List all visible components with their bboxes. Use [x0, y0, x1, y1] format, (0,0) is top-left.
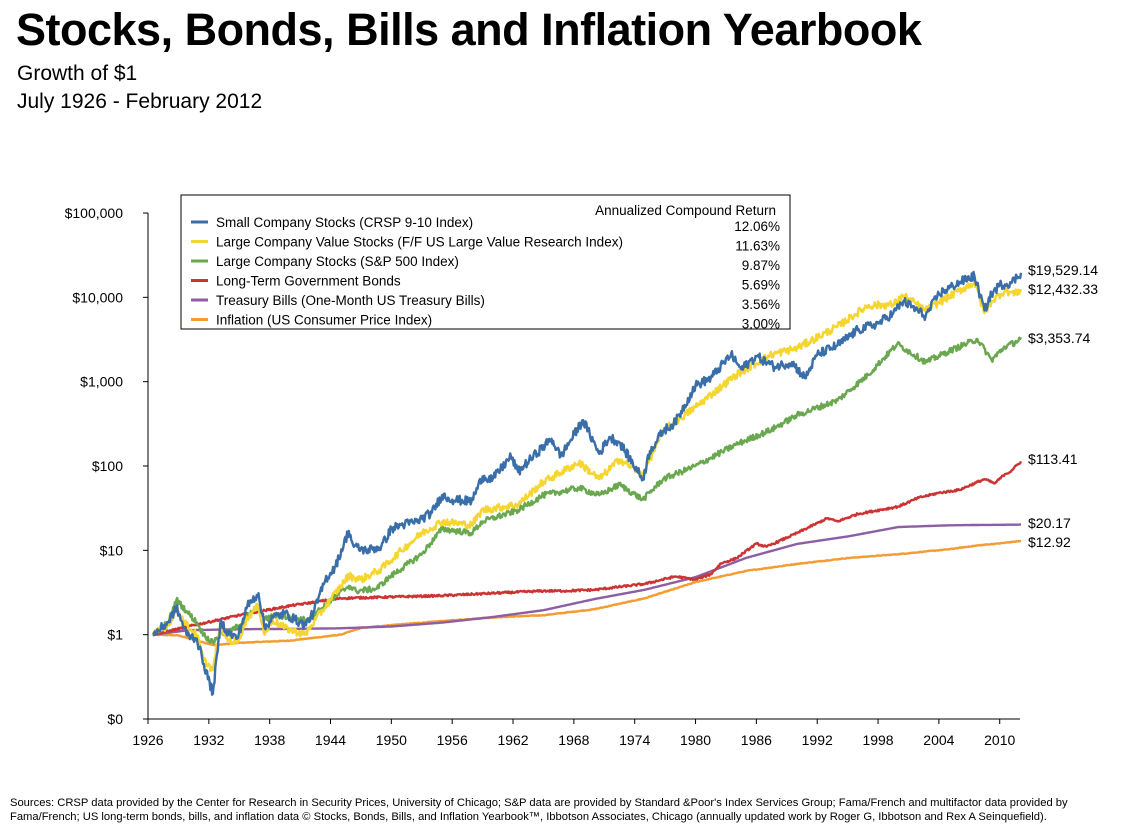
chart-axes: $0 $1 $10 $100 $1,000 $10,000 $100,000 1926 1932…: [65, 205, 1020, 748]
series-line-5: [152, 539, 1022, 647]
chart-end-labels: $19,529.14 $12,432.33 $3,353.74 $113.41 $20.…: [1028, 262, 1098, 550]
series-line-1: [151, 281, 1023, 673]
legend-return-value: 5.69%: [742, 278, 780, 293]
end-value-label: $12.92: [1028, 534, 1071, 550]
chart-subtitle: Growth of $1: [17, 62, 138, 85]
y-tick-label: $10,000: [72, 289, 123, 305]
legend-return-value: 11.63%: [735, 239, 780, 254]
legend-return-value: 9.87%: [742, 258, 780, 273]
y-tick-label: $10: [100, 542, 124, 558]
series-line-2: [152, 336, 1023, 645]
series-line-4: [152, 523, 1022, 636]
x-tick-label: 1998: [862, 732, 893, 748]
end-value-label: $12,432.33: [1028, 281, 1098, 297]
y-tick-label: $100,000: [65, 205, 124, 221]
x-tick-label: 2010: [984, 732, 1015, 748]
end-value-label: $19,529.14: [1028, 262, 1098, 278]
x-tick-label: 1926: [132, 732, 163, 748]
legend-return-value: 12.06%: [734, 219, 780, 234]
x-tick-label: 1944: [315, 732, 346, 748]
x-tick-label: 1950: [376, 732, 407, 748]
y-tick-label: $100: [92, 458, 123, 474]
series-line-0: [152, 270, 1023, 696]
end-value-label: $20.17: [1028, 515, 1071, 531]
end-value-label: $3,353.74: [1028, 330, 1090, 346]
x-tick-label: 1962: [497, 732, 528, 748]
end-value-label: $113.41: [1028, 451, 1078, 467]
growth-chart: $0 $1 $10 $100 $1,000 $10,000 $100,000 1926 1932…: [65, 194, 1098, 748]
legend-series-name: Large Company Stocks (S&P 500 Index): [216, 254, 459, 269]
legend-series-name: Large Company Value Stocks (F/F US Large…: [216, 235, 623, 250]
date-range: July 1926 - February 2012: [17, 90, 263, 113]
chart-legend: Annualized Compound Return Small Company …: [180, 194, 791, 332]
legend-return-value: 3.56%: [742, 297, 780, 312]
y-tick-label: $0: [107, 711, 123, 727]
x-tick-label: 1974: [619, 732, 650, 748]
y-tick-label: $1: [107, 627, 123, 643]
legend-box: [180, 194, 791, 330]
legend-series-name: Long-Term Government Bonds: [216, 274, 401, 289]
x-tick-label: 1980: [680, 732, 711, 748]
y-tick-label: $1,000: [80, 374, 123, 390]
legend-series-name: Inflation (US Consumer Price Index): [216, 313, 432, 328]
x-tick-label: 1932: [193, 732, 224, 748]
legend-series-name: Treasury Bills (One-Month US Treasury Bi…: [216, 293, 485, 308]
page-title: Stocks, Bonds, Bills and Inflation Yearb…: [16, 4, 922, 55]
x-tick-label: 1938: [254, 732, 285, 748]
sources-footnote: Sources: CRSP data provided by the Cente…: [10, 797, 1068, 823]
series-line-3: [152, 460, 1023, 637]
legend-return-value: 3.00%: [742, 317, 780, 332]
x-tick-label: 1968: [558, 732, 589, 748]
x-tick-label: 1986: [741, 732, 772, 748]
chart-series-lines: [151, 270, 1023, 696]
x-tick-label: 1992: [802, 732, 833, 748]
legend-header: Annualized Compound Return: [595, 203, 776, 218]
legend-series-name: Small Company Stocks (CRSP 9-10 Index): [216, 215, 473, 230]
x-tick-label: 1956: [437, 732, 468, 748]
x-tick-label: 2004: [923, 732, 954, 748]
